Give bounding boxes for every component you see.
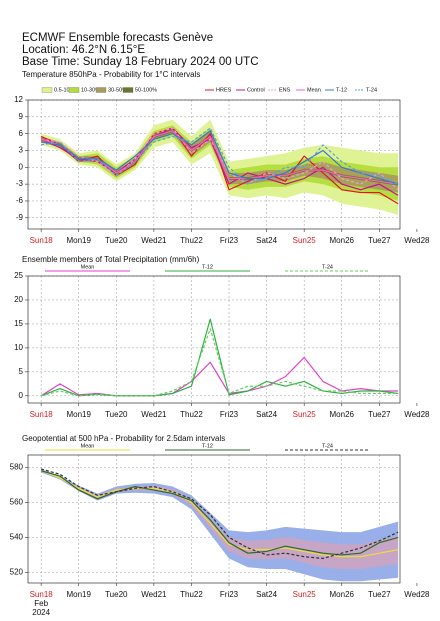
panel-title: Temperature 850hPa - Probability for 1°C… [22, 70, 200, 79]
x-tick-label: Sat24 [256, 236, 277, 245]
y-tick-label: 580 [10, 462, 24, 471]
plot-area [40, 318, 399, 397]
plot-frame [27, 275, 401, 404]
x-tick-label: Mon19 [66, 410, 91, 419]
legend-label: 10-30% [81, 87, 100, 93]
legend-label: 30-50% [108, 87, 127, 93]
x-tick-label: Mon26 [330, 410, 355, 419]
y-tick-label: 0 [19, 391, 24, 400]
y-tick-label: 540 [10, 533, 24, 542]
probability-band [41, 469, 399, 569]
x-tick-label: Tue27 [368, 410, 391, 419]
panel-title: Geopotential at 500 hPa - Probability fo… [22, 434, 225, 443]
legend-swatch [122, 87, 134, 93]
x-tick-label: Fri23 [220, 590, 239, 599]
x-tick-label: Wed21 [141, 410, 167, 419]
x-tick-label: Sun18 [30, 590, 54, 599]
series-line [40, 470, 399, 558]
legend-label: Mean [81, 443, 95, 449]
series-line [41, 127, 399, 185]
y-tick-label: 10 [14, 343, 23, 352]
legend-swatch [95, 87, 107, 93]
legend-label: Control [247, 87, 265, 93]
plot-area [40, 119, 399, 215]
y-tick-label: 0 [19, 162, 24, 171]
panel-title: Ensemble members of Total Precipitation … [22, 255, 200, 264]
x-tick-label: Wed28 [404, 410, 430, 419]
x-tick-label: Tue20 [105, 590, 128, 599]
legend-label: Mean [81, 264, 95, 270]
y-tick-label: 9 [19, 112, 24, 121]
series-line [40, 356, 399, 397]
y-tick-label: -3 [16, 179, 24, 188]
base-time: Base Time: Sunday 18 February 2024 00 UT… [22, 56, 259, 68]
x-tick-label: Sun18 [30, 410, 54, 419]
x-tick-label: Sun25 [293, 410, 317, 419]
y-tick-label: 6 [19, 129, 24, 138]
x-tick-label: Mon26 [330, 236, 355, 245]
plot-frame [27, 99, 401, 230]
legend-label: T-24 [322, 264, 333, 270]
y-tick-label: 25 [14, 271, 23, 280]
x-tick-label: Sun25 [293, 236, 317, 245]
legend-label: 0.5-10% [54, 87, 75, 93]
y-tick-label: -9 [16, 213, 24, 222]
legend-label: 50-100% [135, 87, 157, 93]
x-tick-label: Mon19 [66, 590, 91, 599]
y-tick-label: 3 [19, 146, 24, 155]
y-tick-label: 20 [14, 295, 23, 304]
legend-label: HRES [216, 87, 232, 93]
x-tick-label: Tue27 [368, 590, 391, 599]
y-tick-label: 560 [10, 497, 24, 506]
x-tick-label: Wed21 [141, 590, 167, 599]
x-tick-label: Thu22 [180, 410, 203, 419]
x-tick-label: Tue20 [105, 410, 128, 419]
x-tick-label: Wed28 [404, 590, 430, 599]
x-tick-label: Fri23 [220, 236, 239, 245]
plot-frame [27, 454, 401, 584]
legend-label: Mean [307, 87, 321, 93]
legend-label: T-12 [336, 87, 347, 93]
y-tick-label: 15 [14, 319, 23, 328]
x-tick-label: Sun18 [30, 236, 54, 245]
y-tick-label: 520 [10, 568, 24, 577]
location: Location: 46.2°N 6.15°E [22, 44, 145, 56]
legend-label: T-12 [202, 443, 213, 449]
y-tick-label: 5 [19, 367, 24, 376]
x-tick-label: Wed28 [404, 236, 430, 245]
plot-area [40, 468, 399, 582]
series-line [41, 328, 399, 397]
y-tick-label: -6 [16, 196, 24, 205]
legend-label: ENS [279, 87, 291, 93]
legend-label: T-24 [366, 87, 377, 93]
x-tick-label: Mon26 [330, 590, 355, 599]
legend-label: T-24 [322, 443, 333, 449]
x-tick-label: Wed21 [141, 236, 167, 245]
x-tick-label: Mon19 [66, 236, 91, 245]
legend-swatch [41, 87, 53, 93]
legend-swatch [68, 87, 80, 93]
y-tick-label: 12 [14, 95, 23, 104]
series-line [41, 130, 399, 185]
x-tick-label: Fri23 [220, 410, 239, 419]
x-tick-label: Sat24 [256, 590, 277, 599]
x-month-label: Feb [34, 599, 48, 608]
probability-band [41, 119, 399, 215]
page-title: ECMWF Ensemble forecasts Genève [22, 32, 213, 44]
x-tick-label: Thu22 [180, 590, 203, 599]
legend-label: T-12 [202, 264, 213, 270]
x-tick-label: Sun25 [293, 590, 317, 599]
x-tick-label: Thu22 [180, 236, 203, 245]
x-year-label: 2024 [32, 608, 50, 617]
x-tick-label: Tue27 [368, 236, 391, 245]
series-line [40, 468, 399, 560]
x-tick-label: Sat24 [256, 410, 277, 419]
x-tick-label: Tue20 [105, 236, 128, 245]
